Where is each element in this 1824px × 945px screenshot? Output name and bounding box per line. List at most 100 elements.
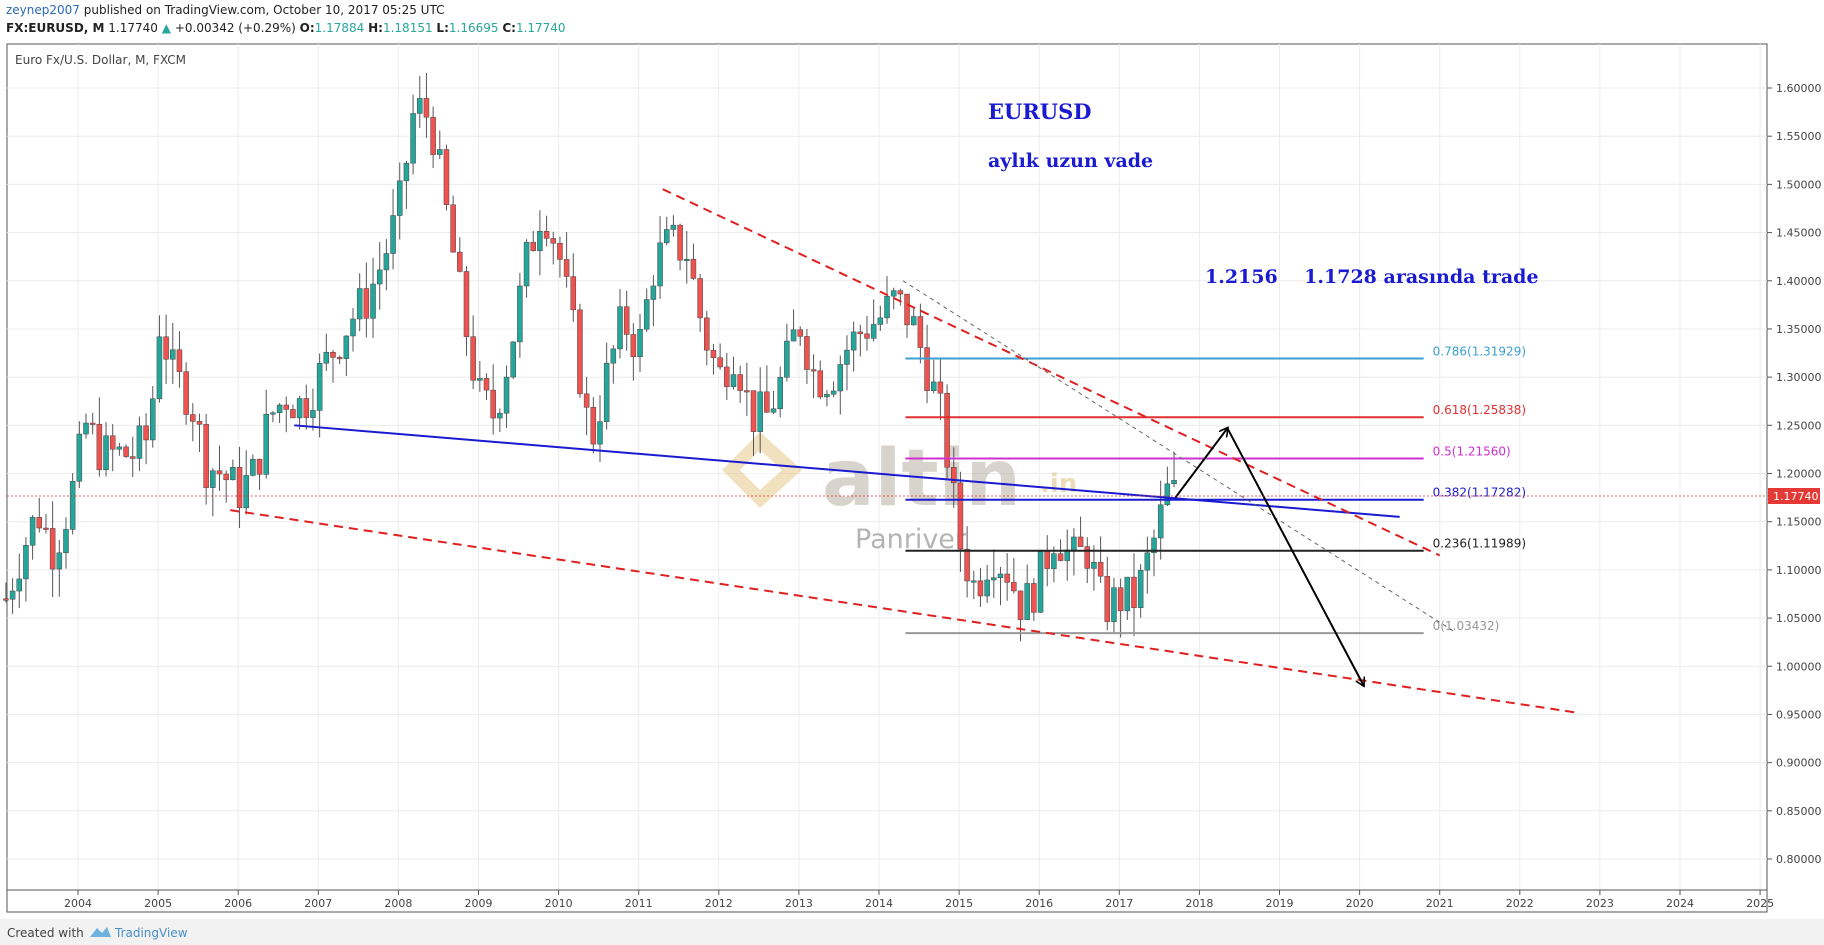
y-tick-label: 1.00000	[1776, 660, 1822, 673]
candle-up	[930, 381, 937, 392]
candle-up	[350, 318, 356, 337]
candle-up	[650, 285, 657, 300]
chart-frame	[6, 43, 1768, 913]
candle-up	[396, 180, 403, 216]
candle-up	[670, 224, 677, 230]
fibonacci-levels: 0.786(1.31929) 0.618(1.25838) 0.5(1.21560)…	[905, 345, 1526, 635]
candle-down	[49, 528, 56, 570]
candle-up	[417, 98, 423, 114]
candle-up	[1151, 537, 1157, 554]
candle-down	[944, 392, 950, 468]
candle-down	[36, 517, 43, 529]
candle-down	[583, 393, 590, 408]
candle-down	[764, 391, 770, 413]
candle-down	[550, 238, 557, 244]
y-tick-label: 1.50000	[1776, 178, 1822, 191]
candle-down	[3, 598, 9, 601]
y-tick-label: 1.35000	[1776, 323, 1822, 336]
candle-up	[250, 458, 256, 476]
candle-up	[884, 295, 890, 319]
candle-up	[637, 329, 643, 357]
candle-down	[630, 334, 637, 357]
candle-down	[1011, 582, 1017, 592]
candle-up	[1091, 561, 1097, 569]
candle-up	[403, 162, 410, 182]
channel-top-line	[662, 188, 1441, 557]
candle-down	[1057, 553, 1064, 561]
candle-up	[69, 481, 76, 530]
candle-down	[957, 482, 964, 550]
candle-up	[1157, 504, 1164, 539]
candle-up	[170, 349, 176, 360]
candle-down	[483, 378, 490, 391]
candle-down	[1044, 551, 1050, 569]
x-tick-label: 2013	[785, 897, 813, 910]
candle-up	[997, 573, 1004, 578]
candle-up	[76, 433, 83, 482]
candle-up	[356, 288, 363, 320]
candle-up	[784, 340, 790, 378]
candle-down	[563, 259, 570, 277]
y-tick-label: 1.60000	[1776, 82, 1822, 95]
candle-up	[503, 376, 510, 414]
y-tick-label: 1.20000	[1776, 468, 1822, 481]
candle-up	[1137, 569, 1144, 608]
x-tick-label: 2020	[1346, 897, 1374, 910]
candle-down	[690, 258, 697, 279]
candle-up	[16, 578, 23, 592]
candle-down	[1017, 590, 1024, 620]
candle-up	[497, 412, 503, 419]
candle-up	[23, 545, 29, 580]
candle-down	[797, 329, 803, 337]
candle-down	[677, 224, 683, 261]
watermark: altin .in Panriver	[722, 432, 1077, 555]
candle-down	[336, 357, 343, 360]
candle-up	[617, 306, 623, 350]
x-tick-label: 2005	[144, 897, 172, 910]
candle-up	[850, 331, 857, 351]
candle-up	[730, 374, 737, 388]
y-axis: 1.60000 1.55000 1.50000 1.45000 1.40000 1.350…	[1767, 82, 1822, 866]
candle-up	[971, 580, 977, 583]
candle-down	[977, 580, 984, 597]
y-tick-label: 0.95000	[1776, 708, 1822, 721]
y-tick-label: 1.25000	[1776, 419, 1822, 432]
y-tick-label: 1.40000	[1776, 275, 1822, 288]
candle-down	[710, 349, 717, 358]
symbol-info: FX:EURUSD, M 1.17740 ▲ +0.00342 (+0.29%)…	[6, 21, 566, 35]
high-value: 1.18151	[382, 21, 433, 35]
candle-down	[623, 306, 630, 335]
tradingview-link[interactable]: TradingView	[115, 926, 188, 940]
candle-up	[824, 394, 830, 398]
fib-level-label: 0.618(1.25838)	[1433, 403, 1526, 417]
author-link[interactable]: zeynep2007	[6, 3, 80, 17]
x-tick-label: 2007	[304, 897, 332, 910]
candle-up	[1111, 587, 1117, 622]
candle-down	[1084, 546, 1091, 569]
candle-down	[163, 336, 169, 360]
price-chart[interactable]: 2004 2005 2006 2007 2008 2009 2010 2011 2012 2013…	[0, 0, 1824, 919]
published-text: published on TradingView.com, October 10…	[83, 3, 445, 17]
candle-up	[437, 149, 443, 155]
candle-down	[363, 288, 370, 319]
candle-up	[1144, 552, 1151, 571]
last-price: 1.17740	[108, 21, 158, 35]
candle-up	[83, 422, 89, 435]
x-tick-label: 2006	[224, 897, 252, 910]
candle-down	[737, 374, 743, 391]
candle-down	[430, 116, 436, 155]
candle-down	[570, 276, 577, 311]
up-arrow-icon: ▲	[161, 21, 171, 35]
candle-down	[724, 366, 730, 388]
candle-up	[116, 446, 123, 450]
candle-down	[964, 548, 970, 582]
candle-up	[1164, 483, 1171, 506]
low-value: 1.16695	[448, 21, 499, 35]
candle-down	[904, 293, 910, 326]
candle-down	[744, 390, 750, 393]
candle-down	[897, 290, 904, 295]
candle-up	[663, 229, 670, 244]
drawings	[230, 188, 1577, 714]
candle-up	[150, 398, 156, 441]
candle-up	[390, 215, 396, 254]
